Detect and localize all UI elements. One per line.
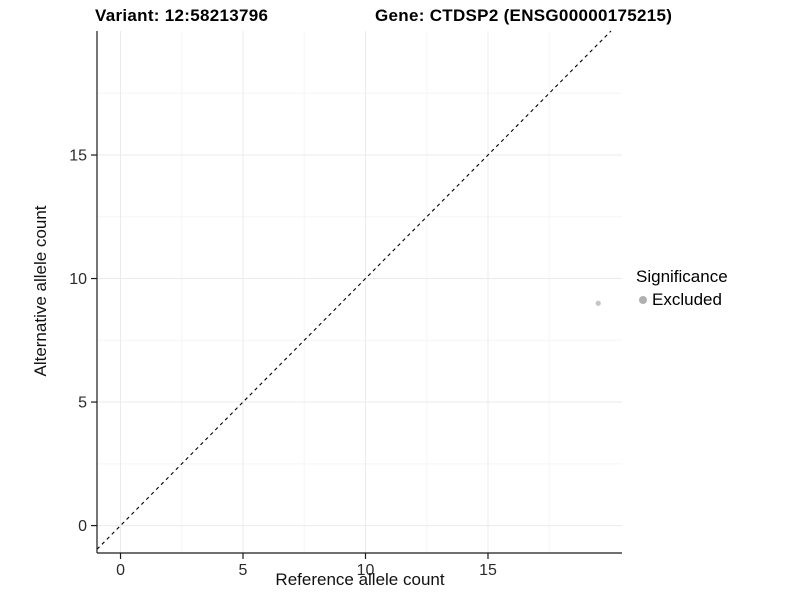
y-tick-label: 0: [78, 518, 87, 535]
legend-item-excluded: Excluded: [636, 290, 728, 310]
x-tick-label: 10: [357, 562, 375, 579]
identity-line: [96, 30, 612, 550]
y-tick-label: 10: [69, 271, 87, 288]
y-tick-label: 5: [78, 395, 87, 412]
legend-title: Significance: [636, 267, 728, 286]
x-tick-label: 0: [116, 562, 125, 579]
legend: Significance Excluded: [636, 266, 728, 310]
gene-title: Gene: CTDSP2 (ENSG00000175215): [375, 6, 673, 25]
y-axis-label: Alternative allele count: [31, 205, 50, 377]
legend-point-icon: [639, 296, 647, 304]
x-axis-label: Reference allele count: [275, 570, 445, 589]
variant-title: Variant: 12:58213796: [95, 6, 269, 25]
legend-item-label: Excluded: [652, 290, 722, 309]
y-tick-label: 15: [69, 148, 87, 165]
data-point: [595, 300, 601, 306]
x-tick-label: 5: [239, 562, 248, 579]
x-tick-label: 15: [479, 562, 497, 579]
